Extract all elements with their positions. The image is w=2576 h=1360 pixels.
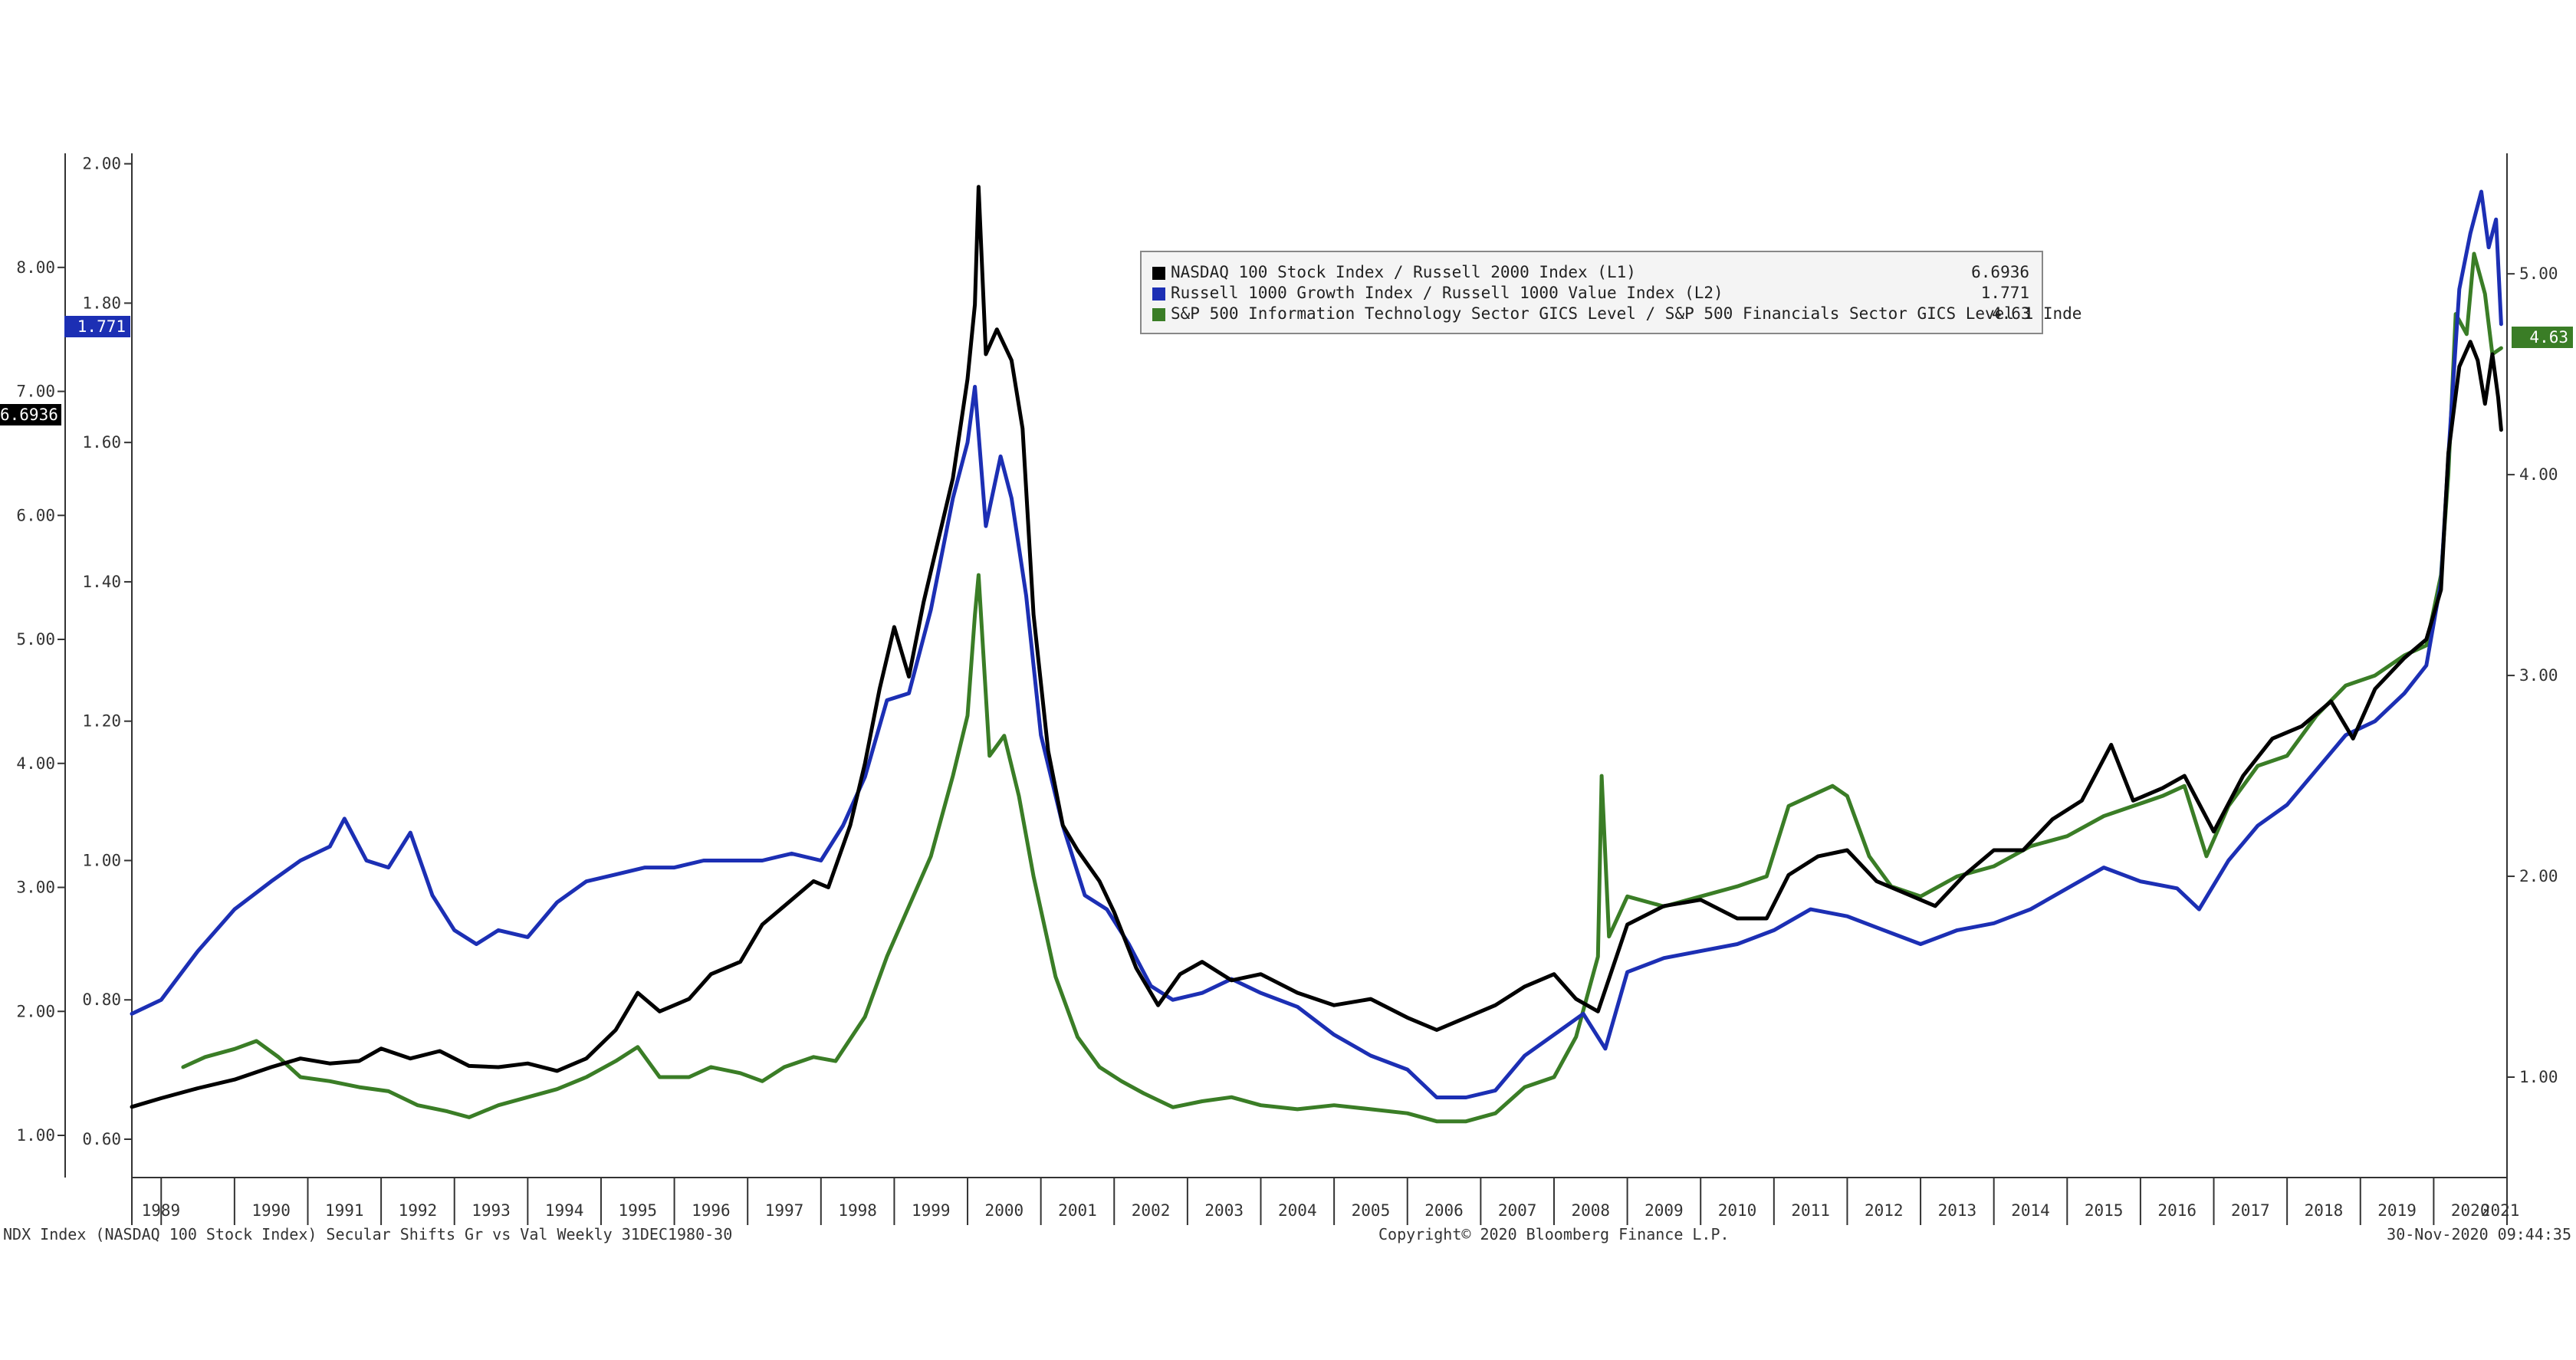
series-line-growth-value: [130, 189, 2503, 1099]
x-axis-tick-label: 2016: [2157, 1201, 2196, 1220]
x-axis-tick-label: 2006: [1424, 1201, 1464, 1220]
x-axis-tick-label: 2003: [1204, 1201, 1244, 1220]
series-line-tech-financials: [181, 251, 2503, 1124]
x-axis-tick-label: 2002: [1132, 1201, 1171, 1220]
l1-axis-tick-label: 4.00: [16, 754, 55, 773]
x-axis-tick-label: 2010: [1718, 1201, 1757, 1220]
last-value-tag-l2: 1.771: [64, 316, 130, 337]
x-axis-tick-label: 2001: [1058, 1201, 1097, 1220]
right-axis-tick-label: 4.00: [2519, 465, 2558, 484]
x-axis-tick-label: 1995: [618, 1201, 657, 1220]
l2-axis-tick-label: 2.00: [82, 155, 121, 173]
x-axis-tick-label: 2004: [1278, 1201, 1317, 1220]
x-axis-tick-label: 2015: [2085, 1201, 2124, 1220]
l1-axis-tick-label: 6.00: [16, 506, 55, 524]
x-axis-tick-label: 2005: [1352, 1201, 1391, 1220]
l1-axis-tick-label: 7.00: [16, 383, 55, 401]
last-value-tag-r: 4.63: [2512, 327, 2573, 348]
legend-value-growth-value: 1.771: [1980, 284, 2029, 302]
axes-layer: 1.00 2.00 3.00 4.00 5.00 6.00 7.00 8.00 0.60 0.80…: [16, 153, 2558, 1225]
x-axis-tick-label: 1997: [765, 1201, 804, 1220]
x-axis-tick-label: 2014: [2011, 1201, 2050, 1220]
x-axis-tick-label: 1998: [838, 1201, 877, 1220]
l1-axis-tick-label: 5.00: [16, 630, 55, 649]
legend-row-ndx: NASDAQ 100 Stock Index / Russell 2000 In…: [1152, 263, 2029, 284]
right-axis-tick-label: 3.00: [2519, 666, 2558, 685]
x-axis-tick-label: 1994: [545, 1201, 584, 1220]
legend-label-tech-financials: S&P 500 Information Technology Sector GI…: [1171, 304, 2082, 323]
legend-value-tech-financials: 4.63: [1992, 304, 2031, 323]
l1-axis-tick-label: 2.00: [16, 1002, 55, 1020]
x-axis-tick-label: 2009: [1644, 1201, 1684, 1220]
x-axis-tick-label: 2019: [2377, 1201, 2417, 1220]
legend-row-tech-financials: S&P 500 Information Technology Sector GI…: [1152, 304, 2082, 326]
l2-axis-tick-label: 1.00: [82, 851, 121, 869]
x-axis-tick-label: 2020: [2451, 1201, 2490, 1220]
l1-axis-tick-label: 8.00: [16, 258, 55, 277]
x-axis-tick-label: 1999: [912, 1201, 951, 1220]
legend-label-growth-value: Russell 1000 Growth Index / Russell 1000…: [1171, 284, 1723, 302]
x-axis-tick-label: 2018: [2305, 1201, 2344, 1220]
l2-axis-tick-label: 1.40: [82, 573, 121, 591]
right-axis-tick-label: 2.00: [2519, 867, 2558, 885]
x-axis-tick-label: 2007: [1498, 1201, 1537, 1220]
right-axis-tick-label: 5.00: [2519, 264, 2558, 283]
legend-row-growth-value: Russell 1000 Growth Index / Russell 1000…: [1152, 284, 2029, 305]
legend-value-ndx: 6.6936: [1971, 263, 2029, 281]
footer-left: NDX Index (NASDAQ 100 Stock Index) Secul…: [3, 1225, 733, 1243]
last-value-tag-l1: 6.6936: [0, 404, 61, 425]
l2-axis-tick-label: 1.60: [82, 433, 121, 452]
footer-right: 30-Nov-2020 09:44:35: [2387, 1225, 2571, 1243]
l1-axis-tick-label: 1.00: [16, 1126, 55, 1145]
x-axis-tick-label: 2008: [1571, 1201, 1610, 1220]
legend-swatch-growth-value: [1152, 287, 1165, 301]
l2-axis-tick-label: 0.60: [82, 1130, 121, 1148]
x-axis-tick-label: 2017: [2231, 1201, 2270, 1220]
x-axis-tick-label: 2012: [1865, 1201, 1904, 1220]
x-axis-tick-label: 1991: [325, 1201, 364, 1220]
legend: NASDAQ 100 Stock Index / Russell 2000 In…: [1140, 251, 2082, 334]
series-layer: [130, 185, 2503, 1124]
x-axis-tick-label: 2013: [1938, 1201, 1977, 1220]
legend-swatch-tech-financials: [1152, 308, 1165, 321]
x-axis-tick-label: 1992: [399, 1201, 438, 1220]
x-axis-tick-label: 1990: [251, 1201, 291, 1220]
x-axis-tick-label: 1989: [142, 1201, 181, 1220]
l1-axis-tick-label: 3.00: [16, 879, 55, 897]
x-axis-tick-label: 1993: [472, 1201, 511, 1220]
legend-label-ndx: NASDAQ 100 Stock Index / Russell 2000 In…: [1171, 263, 1636, 281]
x-axis-tick-label: 2021: [2481, 1201, 2520, 1220]
footer-center: Copyright© 2020 Bloomberg Finance L.P.: [1378, 1225, 1730, 1243]
x-axis-tick-label: 2011: [1791, 1201, 1830, 1220]
l2-axis-tick-label: 1.20: [82, 712, 121, 731]
right-axis-tick-label: 1.00: [2519, 1068, 2558, 1086]
x-axis-tick-label: 1996: [692, 1201, 731, 1220]
legend-swatch-ndx: [1152, 267, 1165, 280]
l2-axis-tick-label: 0.80: [82, 990, 121, 1009]
series-line-ndx-r2000: [130, 185, 2503, 1109]
x-axis-tick-label: 2000: [985, 1201, 1024, 1220]
l2-axis-tick-label: 1.80: [82, 294, 121, 312]
